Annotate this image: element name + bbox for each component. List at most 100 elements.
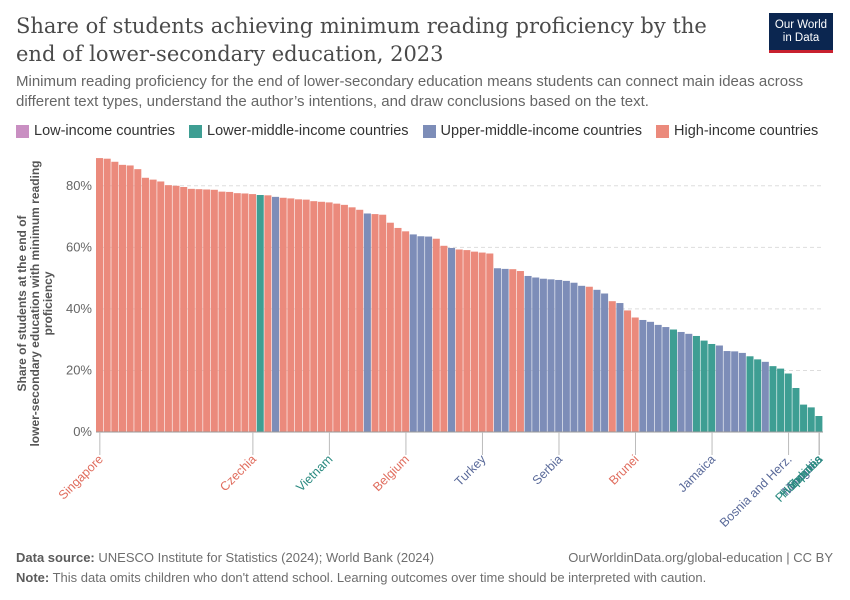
data-source: Data source: UNESCO Institute for Statis… (16, 550, 434, 566)
bar (769, 366, 777, 432)
source-text[interactable]: UNESCO Institute for Statistics (2024); … (98, 550, 435, 565)
x-tick-label: Zambia (786, 452, 825, 491)
y-tick-label: 40% (66, 301, 92, 316)
bar (708, 343, 716, 432)
bar (593, 289, 601, 432)
bar (218, 191, 226, 432)
bar (800, 404, 808, 432)
bar (501, 268, 509, 432)
bar (585, 286, 593, 432)
chart-note: Note: This data omits children who don't… (16, 570, 706, 586)
bar (379, 214, 387, 432)
bar (777, 368, 785, 432)
x-tick-label: Vietnam (293, 452, 335, 494)
bar (700, 340, 708, 432)
bar (608, 301, 616, 432)
bar (141, 177, 149, 432)
y-tick-label: 80% (66, 178, 92, 193)
x-tick-label: Brunei (606, 452, 641, 487)
chart-subtitle: Minimum reading proficiency for the end … (16, 73, 804, 110)
bar (578, 285, 586, 432)
note-text: This data omits children who don't atten… (52, 570, 707, 585)
legend-swatch (189, 124, 203, 138)
legend-label: High-income countries (674, 123, 819, 139)
bar (631, 317, 639, 432)
bar (486, 253, 494, 432)
logo-line-2: in Data (782, 31, 820, 44)
y-tick-label: 0% (73, 424, 92, 439)
bar (784, 373, 792, 432)
bar (363, 213, 371, 432)
bar (195, 189, 203, 432)
bar (493, 268, 501, 432)
legend-label: Upper-middle-income countries (440, 123, 643, 139)
legend-item-low-income[interactable]: Low-income countries (16, 123, 175, 139)
x-tick-label: Turkey (452, 452, 489, 489)
legend-label: Lower-middle-income countries (207, 123, 409, 139)
bar (256, 195, 264, 432)
legend-item-lower-middle-income[interactable]: Lower-middle-income countries (189, 123, 409, 139)
chart-title: Share of students achieving minimum read… (16, 14, 707, 66)
bar (241, 193, 249, 432)
bar (432, 238, 440, 432)
bar (616, 303, 624, 432)
bar (539, 278, 547, 432)
bar (394, 227, 402, 432)
legend-item-upper-middle-income[interactable]: Upper-middle-income countries (422, 123, 643, 139)
x-tick-label: Serbia (530, 452, 565, 487)
bar (340, 204, 348, 432)
bar (524, 275, 532, 432)
bar (807, 407, 815, 432)
source-label: Data source: (16, 550, 95, 565)
bar (409, 234, 417, 432)
y-tick-label: 60% (66, 239, 92, 254)
bar (601, 293, 609, 432)
bar (371, 214, 379, 432)
bar (532, 277, 540, 432)
logo-line-1: Our World (774, 18, 828, 31)
bar (723, 351, 731, 432)
bar (448, 247, 456, 432)
bar (478, 252, 486, 432)
bar (761, 361, 769, 432)
legend: Low-income countries Lower-middle-income… (16, 123, 818, 139)
bar (654, 324, 662, 432)
bar (233, 193, 241, 432)
bar (470, 251, 479, 432)
legend-item-high-income[interactable]: High-income countries (656, 123, 818, 139)
bar (317, 201, 325, 432)
bar (792, 387, 800, 432)
bar (126, 165, 134, 432)
bar (624, 310, 632, 432)
bar (180, 187, 188, 432)
bar (187, 188, 195, 432)
bar (562, 280, 570, 432)
bar (463, 250, 471, 432)
bar (164, 185, 172, 432)
bar (310, 201, 318, 432)
bar (715, 345, 723, 432)
bar (287, 198, 295, 432)
bar (325, 202, 333, 432)
bar (639, 319, 647, 432)
legend-label: Low-income countries (34, 123, 176, 139)
bar (516, 271, 524, 432)
source-url[interactable]: OurWorldinData.org/global-education | CC… (568, 550, 833, 565)
bar (738, 352, 746, 432)
bar (455, 249, 463, 432)
legend-swatch (422, 124, 436, 138)
bar (685, 333, 693, 432)
bar (440, 245, 448, 432)
bar (272, 196, 280, 432)
bar (425, 236, 433, 432)
bar (302, 199, 310, 432)
bar (754, 359, 762, 432)
bar (692, 335, 700, 432)
bar (203, 189, 211, 432)
bar (210, 189, 218, 432)
owid-logo[interactable]: Our World in Data (769, 13, 833, 53)
bar (172, 185, 180, 432)
bar (746, 356, 754, 432)
bar (417, 236, 425, 432)
